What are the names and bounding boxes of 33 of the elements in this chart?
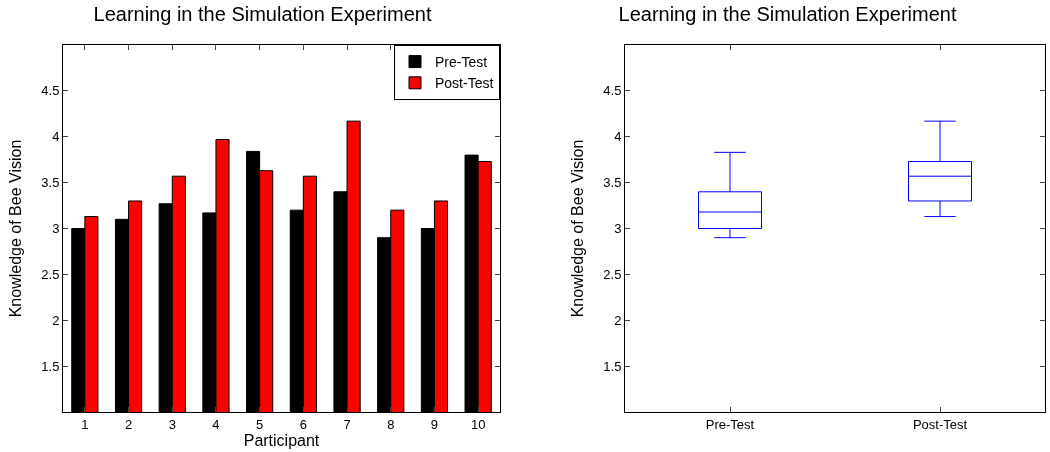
- x-tick-label: 5: [256, 416, 264, 432]
- y-tick-label: 4.5: [41, 83, 60, 99]
- x-tick-label: Post-Test: [912, 416, 968, 432]
- y-tick-label: 3: [52, 221, 60, 237]
- x-tick-label: 3: [168, 416, 176, 432]
- y-tick-label: 3.5: [603, 175, 622, 191]
- y-tick-label: 1.5: [603, 358, 622, 374]
- y-axis-title: Knowledge of Bee Vision: [7, 139, 24, 318]
- x-tick-label: Pre-Test: [705, 416, 755, 432]
- y-tick-label: 3: [614, 221, 622, 237]
- chart-title: Learning in the Simulation Experiment: [93, 2, 432, 25]
- y-tick-label: 2.5: [41, 266, 60, 282]
- y-tick-label: 4: [614, 129, 622, 145]
- x-axis-title: Participant: [243, 431, 320, 449]
- y-tick-label: 4.5: [603, 83, 622, 99]
- x-tick-label: 9: [430, 416, 439, 432]
- x-tick-label: 7: [343, 416, 351, 432]
- x-tick-label: 4: [212, 416, 220, 432]
- y-tick-label: 4: [52, 129, 60, 145]
- x-tick-label: 8: [387, 416, 395, 432]
- y-tick-label: 2: [52, 312, 60, 328]
- y-tick-label: 1.5: [41, 358, 60, 374]
- legend-label: Pre-Test: [435, 54, 488, 71]
- y-tick-label: 3.5: [41, 175, 60, 191]
- x-tick-label: 2: [124, 416, 133, 432]
- x-tick-label: 10: [470, 416, 486, 432]
- y-tick-label: 2: [614, 312, 622, 328]
- x-tick-label: 1: [81, 416, 89, 432]
- chart-title: Learning in the Simulation Experiment: [618, 2, 957, 25]
- y-axis-title: Knowledge of Bee Vision: [569, 139, 586, 318]
- x-tick-label: 6: [299, 416, 307, 432]
- y-tick-label: 2.5: [603, 266, 622, 282]
- legend-label: Post-Test: [435, 75, 494, 92]
